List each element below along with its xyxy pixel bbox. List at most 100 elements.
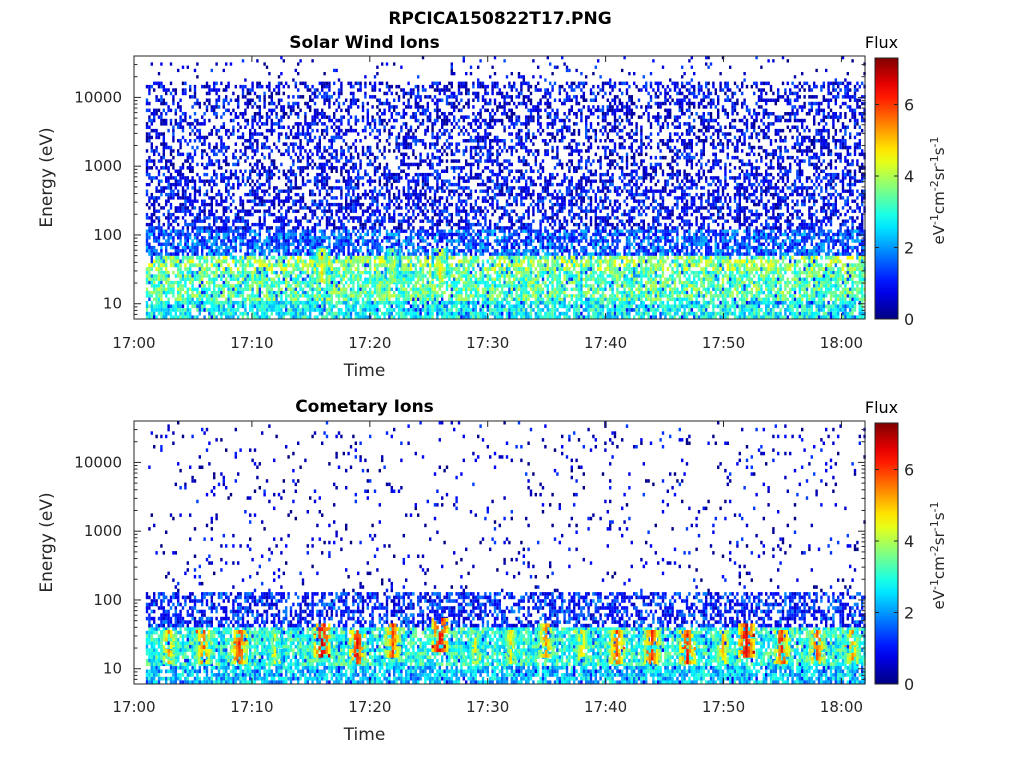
heatmap-cell xyxy=(361,315,365,320)
heatmap-cell xyxy=(748,284,751,288)
heatmap-cell xyxy=(537,236,540,240)
heatmap-cell xyxy=(419,229,422,233)
heatmap-cell xyxy=(846,290,849,295)
heatmap-cell xyxy=(577,287,581,291)
heatmap-cell xyxy=(757,284,761,288)
heatmap-cell xyxy=(388,300,391,305)
heatmap-cell xyxy=(282,280,285,285)
heatmap-cell xyxy=(849,287,852,291)
heatmap-cell xyxy=(767,308,770,312)
heatmap-cell xyxy=(849,315,852,320)
heatmap-cell xyxy=(695,284,698,288)
heatmap-cell xyxy=(647,280,650,285)
heatmap-cell xyxy=(323,232,326,237)
heatmap-cell xyxy=(457,236,461,240)
heatmap-cell xyxy=(280,259,283,264)
heatmap-cell xyxy=(517,270,521,275)
heatmap-cell xyxy=(373,232,377,237)
heatmap-cell xyxy=(745,308,749,312)
heatmap-cell xyxy=(299,284,302,288)
heatmap-cell xyxy=(601,304,605,309)
heatmap-cell xyxy=(306,274,309,278)
heatmap-cell xyxy=(450,270,453,275)
heatmap-cell xyxy=(239,255,242,260)
heatmap-cell xyxy=(556,294,559,298)
heatmap-cell xyxy=(669,315,672,320)
heatmap-cell xyxy=(282,277,285,281)
heatmap-cell xyxy=(409,255,413,260)
heatmap-cell xyxy=(407,277,410,281)
heatmap-cell xyxy=(801,315,804,320)
heatmap-cell xyxy=(198,284,201,288)
heatmap-cell xyxy=(575,297,578,301)
heatmap-cell xyxy=(244,270,247,275)
heatmap-cell xyxy=(460,232,463,237)
heatmap-cell xyxy=(853,297,857,301)
heatmap-cell xyxy=(258,232,261,237)
heatmap-cell xyxy=(472,280,475,285)
heatmap-cell xyxy=(393,236,396,240)
heatmap-cell xyxy=(793,284,797,288)
heatmap-cell xyxy=(261,263,264,268)
heatmap-cell xyxy=(549,294,552,298)
heatmap-cell xyxy=(301,311,305,316)
heatmap-cell xyxy=(784,284,787,288)
heatmap-cell xyxy=(287,284,290,288)
heatmap-cell xyxy=(505,274,509,278)
heatmap-cell xyxy=(721,229,725,233)
heatmap-cell xyxy=(157,274,161,278)
heatmap-cell xyxy=(525,287,528,291)
heatmap-cell xyxy=(498,315,501,320)
heatmap-cell xyxy=(429,315,432,320)
heatmap-cell xyxy=(275,297,278,301)
heatmap-cell xyxy=(587,277,590,281)
heatmap-cell xyxy=(453,311,456,316)
heatmap-cell xyxy=(342,300,345,305)
heatmap-cell xyxy=(148,304,151,309)
heatmap-cell xyxy=(402,267,405,271)
heatmap-cell xyxy=(772,236,775,240)
heatmap-cell xyxy=(313,300,317,305)
heatmap-cell xyxy=(474,284,477,288)
heatmap-cell xyxy=(378,284,381,288)
heatmap-cell xyxy=(301,308,305,312)
heatmap-cell xyxy=(673,284,677,288)
heatmap-cell xyxy=(829,290,833,295)
heatmap-cell xyxy=(359,259,362,264)
heatmap-cell xyxy=(757,236,761,240)
heatmap-cell xyxy=(256,294,259,298)
heatmap-cell xyxy=(162,255,165,260)
heatmap-cell xyxy=(426,270,429,275)
heatmap-cell xyxy=(162,308,165,312)
heatmap-cell xyxy=(702,311,705,316)
heatmap-cell xyxy=(613,263,617,268)
heatmap-cell xyxy=(832,259,835,264)
heatmap-cell xyxy=(654,290,657,295)
heatmap-cell xyxy=(781,267,785,271)
heatmap-cell xyxy=(265,290,269,295)
heatmap-cell xyxy=(311,308,314,312)
heatmap-cell xyxy=(844,270,847,275)
heatmap-cell xyxy=(695,300,698,305)
heatmap-cell xyxy=(582,263,585,268)
heatmap-cell xyxy=(181,284,185,288)
heatmap-cell xyxy=(407,308,410,312)
heatmap-cell xyxy=(570,277,573,281)
heatmap-cell xyxy=(292,308,295,312)
heatmap-cell xyxy=(448,311,451,316)
heatmap-cell xyxy=(623,255,626,260)
heatmap-cell xyxy=(189,277,192,281)
heatmap-cell xyxy=(438,311,441,316)
heatmap-cell xyxy=(333,284,336,288)
heatmap-cell xyxy=(630,308,633,312)
heatmap-cell xyxy=(213,287,216,291)
heatmap-cell xyxy=(796,284,799,288)
heatmap-cell xyxy=(745,315,749,320)
heatmap-cell xyxy=(498,304,501,309)
heatmap-cell xyxy=(261,311,264,316)
heatmap-cell xyxy=(484,229,487,233)
heatmap-cell xyxy=(760,284,763,288)
heatmap-cell xyxy=(649,280,653,285)
heatmap-cell xyxy=(705,263,708,268)
